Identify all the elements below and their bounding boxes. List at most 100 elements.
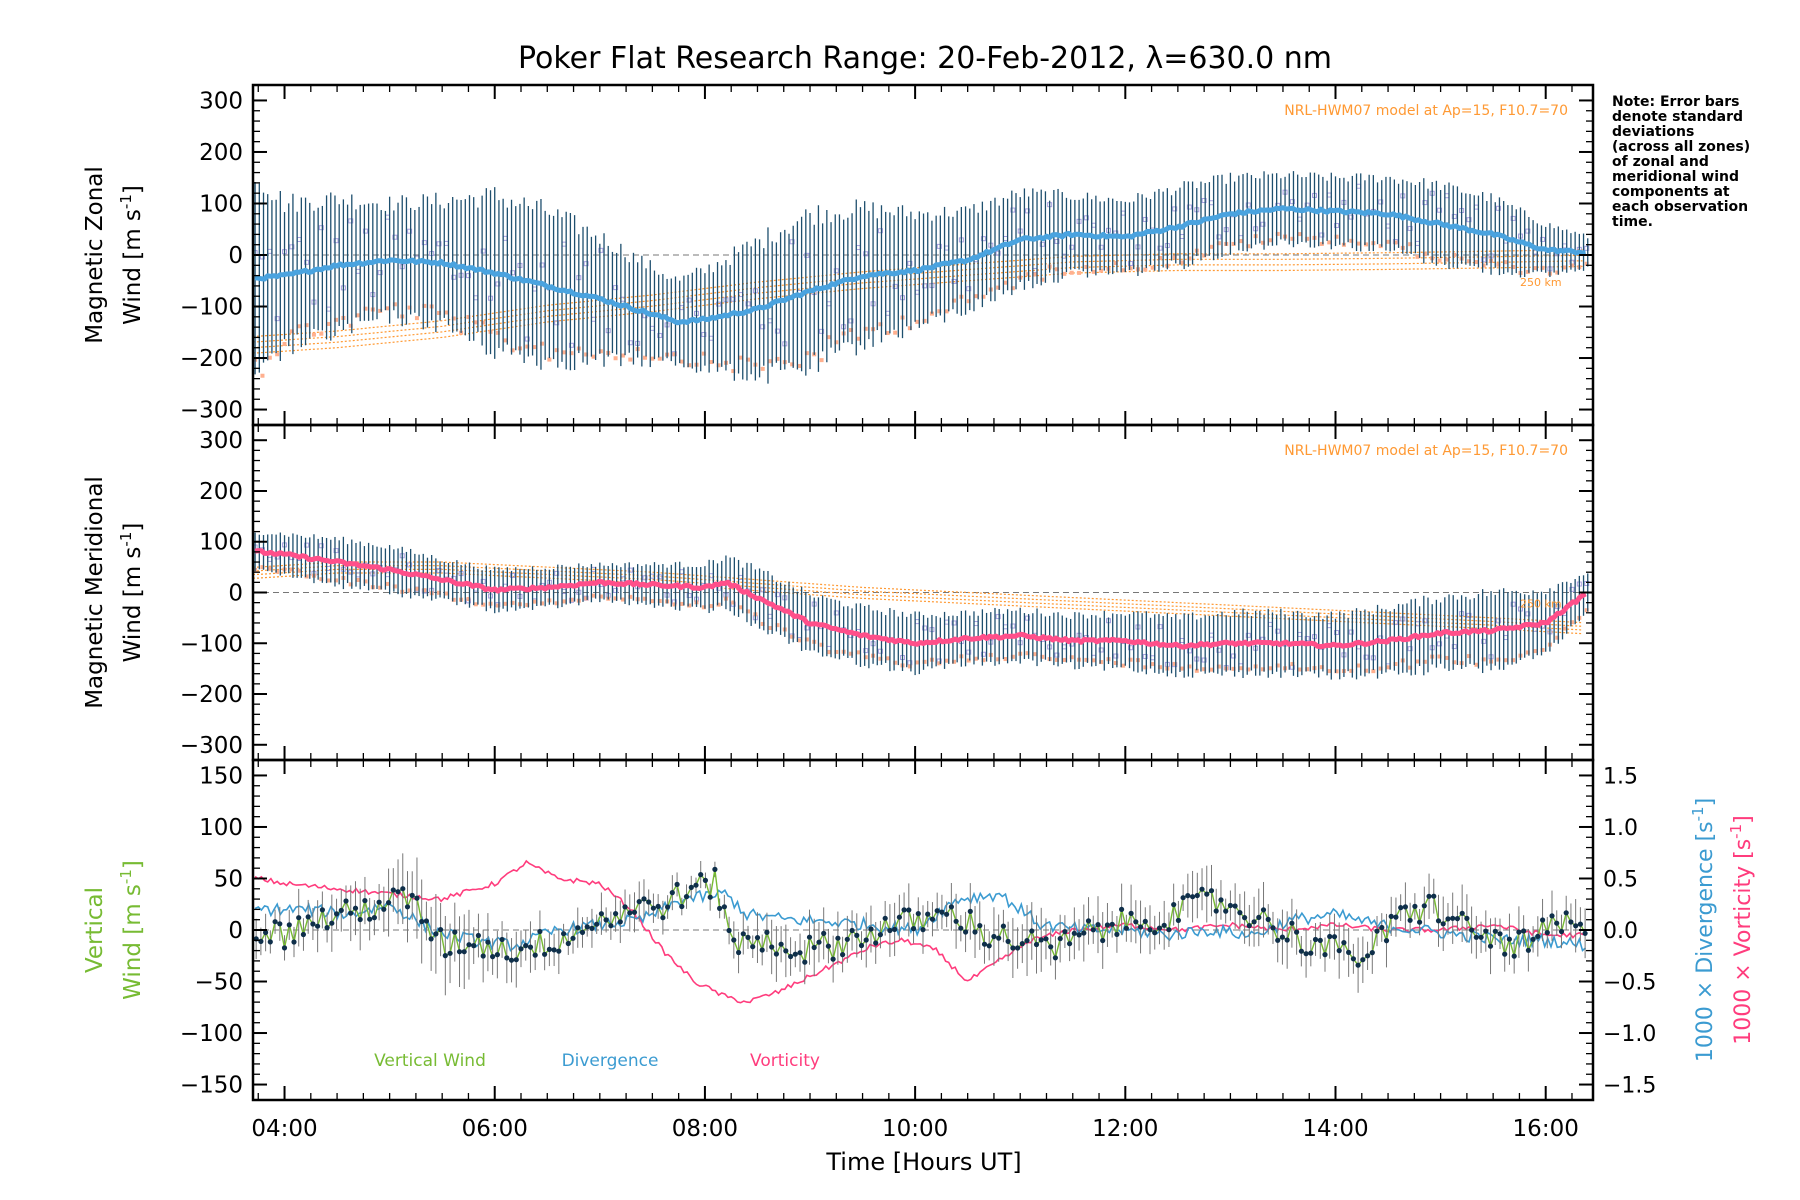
- vertical-wind-point: [863, 937, 869, 943]
- zone-point: [649, 325, 655, 331]
- vertical-wind-point: [556, 948, 562, 954]
- zone-point: [1289, 199, 1295, 205]
- vertical-wind-point: [802, 959, 808, 965]
- zone-point: [936, 243, 942, 249]
- zone-point: [318, 543, 324, 549]
- zone-point-lower: [466, 315, 471, 320]
- x-tick-label: 14:00: [1302, 1116, 1368, 1142]
- zone-point-lower: [422, 588, 427, 593]
- zone-point: [1208, 632, 1214, 638]
- zone-point-lower: [422, 303, 427, 308]
- zone-point: [1260, 221, 1266, 227]
- vertical-wind-point: [518, 946, 524, 952]
- zone-point-lower: [378, 585, 383, 590]
- zone-point-lower: [1010, 654, 1015, 659]
- zone-point-lower: [569, 351, 574, 356]
- vertical-wind-point: [1535, 933, 1541, 940]
- zone-point-lower: [1150, 662, 1155, 667]
- y-tick-label: −100: [180, 631, 243, 657]
- zone-point-lower: [863, 655, 868, 660]
- vertical-wind-point: [868, 926, 874, 932]
- zone-point: [1378, 199, 1384, 205]
- vertical-wind-point: [277, 921, 283, 927]
- zone-point-lower: [1216, 664, 1221, 669]
- zone-point-lower: [628, 357, 633, 362]
- zone-point: [730, 296, 736, 302]
- vertical-wind-point: [1010, 945, 1016, 951]
- y-axis-label-line2: Wind [m s-1]: [117, 185, 146, 325]
- vertical-wind-point: [376, 899, 382, 905]
- vertical-wind-point: [1322, 952, 1328, 958]
- vertical-wind-point: [636, 899, 642, 905]
- zone-point: [642, 575, 648, 581]
- zone-point-lower: [414, 316, 419, 321]
- vertical-wind-point: [1573, 923, 1579, 929]
- vertical-wind-point: [1464, 915, 1470, 922]
- zone-point-lower: [1121, 663, 1126, 668]
- zone-point-lower: [1025, 651, 1030, 656]
- zone-point-lower: [1363, 242, 1368, 247]
- vertical-wind-point: [338, 907, 344, 914]
- zone-point-lower: [1327, 240, 1332, 245]
- vertical-wind-point: [1076, 932, 1082, 938]
- zone-point-lower: [746, 357, 751, 362]
- zone-point-lower: [1246, 667, 1251, 672]
- zone-point-lower: [856, 336, 861, 341]
- zone-point-lower: [657, 356, 662, 361]
- vertical-wind-point: [915, 911, 921, 917]
- zone-point-lower: [525, 344, 530, 349]
- zone-point-lower: [1474, 260, 1479, 265]
- zone-point: [774, 328, 780, 334]
- vertical-wind-point: [830, 956, 836, 962]
- y-tick-label: −50: [194, 970, 243, 996]
- vertical-wind-point: [1341, 940, 1347, 946]
- zone-point-lower: [1231, 666, 1236, 671]
- vertical-wind-point: [1208, 888, 1215, 894]
- zone-point-lower: [768, 626, 773, 631]
- vertical-wind-point: [1085, 918, 1092, 924]
- zone-point-lower: [1408, 665, 1413, 670]
- zone-point: [1039, 241, 1045, 247]
- zone-point-lower: [1386, 239, 1391, 244]
- zone-point: [789, 239, 795, 245]
- zone-point-lower: [1349, 238, 1354, 243]
- zone-point-lower: [790, 634, 795, 639]
- vertical-wind-point: [409, 892, 415, 899]
- zone-point-lower: [1091, 658, 1096, 663]
- vertical-wind-point: [1218, 897, 1224, 903]
- chart-title: Poker Flat Research Range: 20-Feb-2012, …: [518, 41, 1332, 76]
- zone-point: [995, 614, 1001, 620]
- zone-point-lower: [1327, 669, 1332, 674]
- vertical-wind-point: [1043, 936, 1049, 942]
- vertical-wind-point: [475, 932, 481, 939]
- zone-point-lower: [952, 298, 957, 303]
- zone-point-lower: [907, 664, 912, 669]
- zone-point-lower: [731, 600, 736, 605]
- zone-point-lower: [643, 355, 648, 360]
- zone-point: [539, 262, 545, 268]
- zone-point-lower: [1231, 241, 1236, 246]
- zone-point: [1091, 222, 1097, 228]
- zone-point-lower: [1202, 253, 1207, 258]
- vertical-wind-point: [1459, 910, 1465, 916]
- vertical-wind-point: [939, 909, 945, 915]
- zone-point-lower: [915, 660, 920, 665]
- vertical-wind-point: [840, 952, 846, 958]
- vertical-wind-point: [1402, 904, 1408, 910]
- y-tick-label: −150: [180, 1073, 243, 1099]
- vertical-wind-point: [1450, 915, 1456, 921]
- vertical-wind-point: [1563, 910, 1569, 916]
- vertical-wind-point: [589, 925, 595, 932]
- zone-point: [826, 645, 832, 651]
- vertical-wind-point: [1000, 923, 1007, 929]
- zone-point-lower: [1003, 280, 1008, 285]
- vertical-wind-point: [1289, 920, 1295, 926]
- zone-point-lower: [451, 316, 456, 321]
- zone-point: [1319, 232, 1325, 238]
- zone-point-lower: [709, 360, 714, 365]
- vertical-wind-point: [1185, 893, 1191, 899]
- zone-point-lower: [275, 569, 280, 574]
- zone-point: [1466, 217, 1472, 223]
- y2-tick-label: 1.0: [1603, 816, 1638, 841]
